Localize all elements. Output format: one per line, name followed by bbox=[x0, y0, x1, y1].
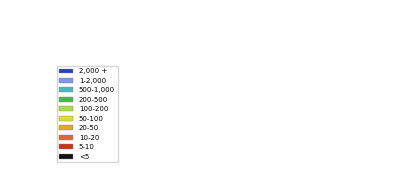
Legend: 2,000 +, 1-2,000, 500-1,000, 200-500, 100-200, 50-100, 20-50, 10-20, 5-10, <5: 2,000 +, 1-2,000, 500-1,000, 200-500, 10… bbox=[56, 66, 118, 162]
